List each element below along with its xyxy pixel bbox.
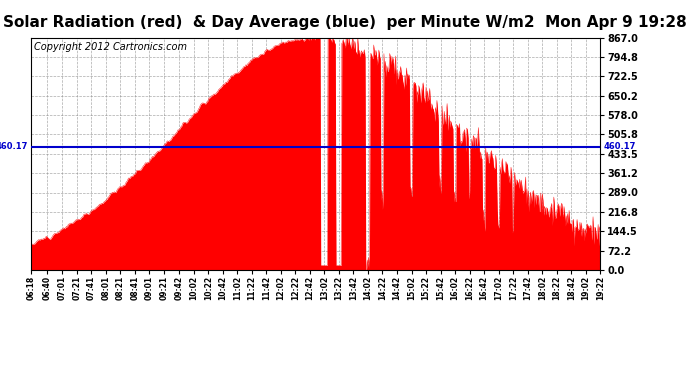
Text: 460.17: 460.17	[0, 142, 28, 151]
Text: Solar Radiation (red)  & Day Average (blue)  per Minute W/m2  Mon Apr 9 19:28: Solar Radiation (red) & Day Average (blu…	[3, 15, 687, 30]
Text: 460.17: 460.17	[603, 142, 635, 151]
Text: Copyright 2012 Cartronics.com: Copyright 2012 Cartronics.com	[34, 42, 187, 52]
